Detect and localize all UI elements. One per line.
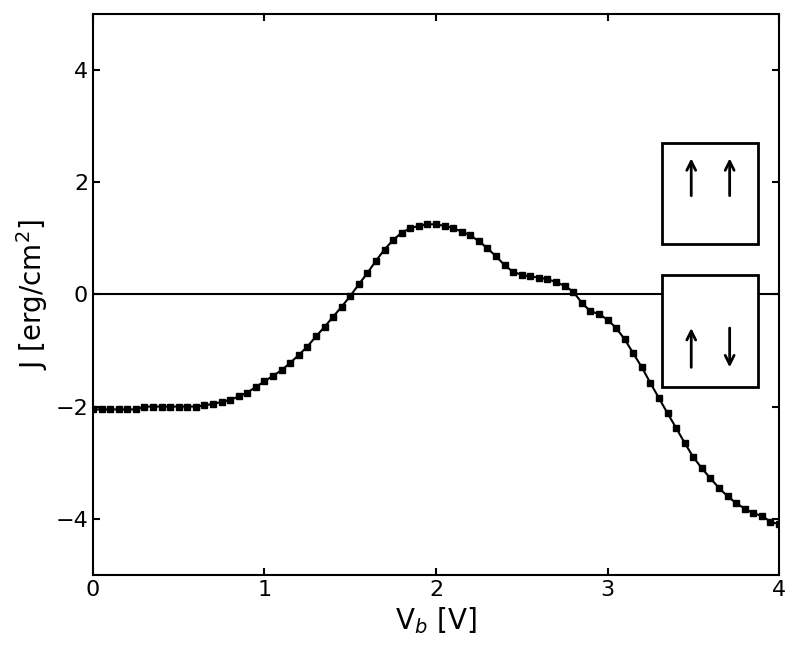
Bar: [662, 143, 758, 244]
Y-axis label: J [erg/cm$^2$]: J [erg/cm$^2$]: [14, 219, 50, 370]
X-axis label: V$_b$ [V]: V$_b$ [V]: [395, 605, 477, 636]
Bar: [662, 275, 758, 387]
